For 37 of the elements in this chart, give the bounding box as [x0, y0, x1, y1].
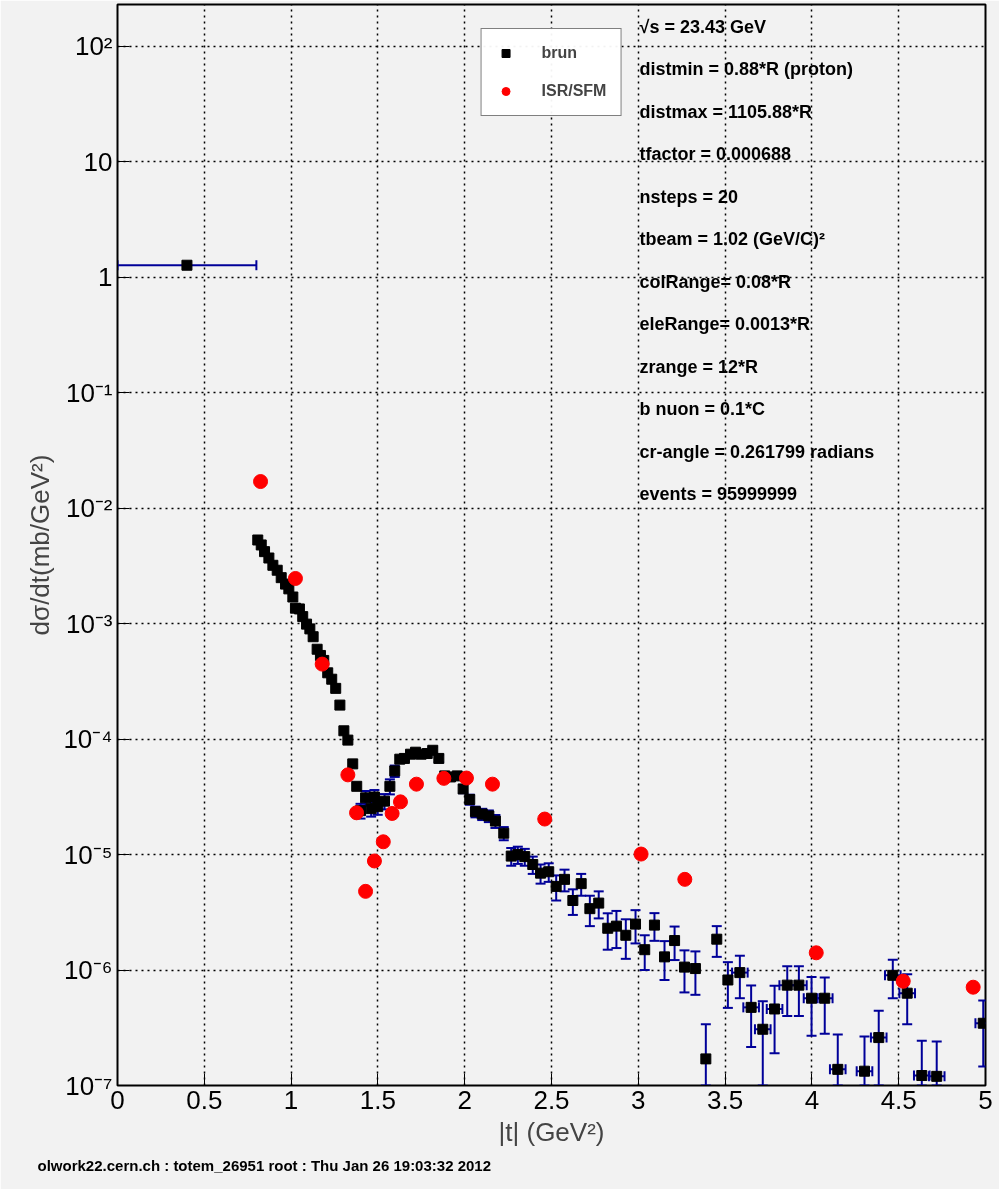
annotation: cr-angle = 0.261799 radians	[639, 441, 875, 462]
x-tick-label: 4	[804, 1084, 820, 1115]
annotation: eleRange= 0.0013*R	[639, 314, 811, 334]
annotation: b nuon = 0.1*C	[639, 399, 766, 419]
annotation: tbeam = 1.02 (GeV/C)²	[639, 229, 826, 249]
y-tick-label: 10⁻¹	[65, 377, 113, 408]
x-tick-label: 4.5	[880, 1084, 917, 1115]
y-tick-label: 1	[98, 262, 113, 293]
annotation: colRange= 0.08*R	[639, 271, 792, 292]
x-tick-label: 1	[283, 1084, 299, 1115]
y-tick-label: 10⁻⁶	[63, 955, 113, 986]
x-tick-label: 3.5	[707, 1084, 744, 1115]
y-tick-label: 10⁻²	[65, 493, 113, 524]
annotation: nsteps = 20	[639, 186, 739, 207]
legend-label: brun	[541, 44, 578, 62]
legend-label: ISR/SFM	[541, 82, 607, 100]
annotation: distmin = 0.88*R (proton)	[639, 59, 854, 79]
x-tick-label: 1.5	[359, 1084, 396, 1115]
annotation: tfactor = 0.000688	[639, 144, 792, 164]
y-tick-label: 10⁻⁴	[63, 724, 113, 755]
x-tick-label: 5	[978, 1084, 993, 1115]
x-tick-label: 2.5	[533, 1084, 570, 1115]
x-tick-label: 0	[110, 1084, 125, 1115]
x-tick-label: 0.5	[186, 1084, 223, 1115]
y-tick-label: 10²	[74, 31, 113, 62]
y-tick-label: 10⁻³	[65, 608, 113, 639]
y-tick-label: 10	[83, 146, 113, 177]
annotation: √s = 23.43 GeV	[639, 16, 766, 37]
y-tick-label: 10⁻⁵	[63, 839, 113, 870]
annotation: distmax = 1105.88*R	[639, 101, 813, 122]
x-tick-label: 2	[457, 1084, 472, 1115]
annotation: events = 95999999	[639, 484, 798, 504]
x-axis-title: |t| (GeV²)	[498, 1116, 605, 1147]
annotation: zrange = 12*R	[639, 356, 759, 377]
text: olwork22.cern.ch : totem_26951 root : Thu Jan 26 19:03:32 2012	[37, 1156, 492, 1174]
x-tick-label: 3	[631, 1084, 646, 1115]
y-axis-title: dσ/dt(mb/GeV²)	[25, 454, 56, 636]
